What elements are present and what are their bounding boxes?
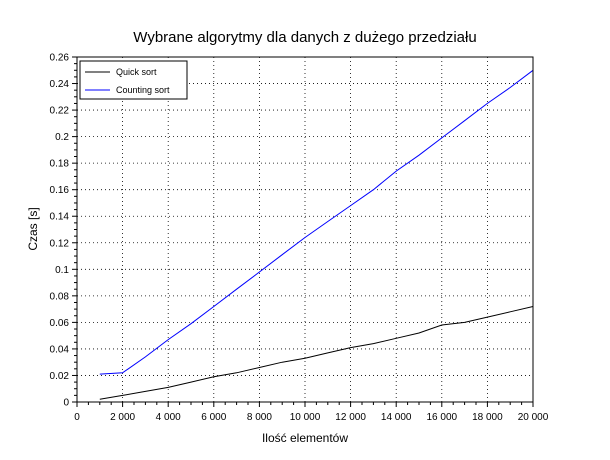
x-tick-label: 14 000 <box>381 412 412 423</box>
legend: Quick sort Counting sort <box>79 60 188 100</box>
x-tick-label: 20 000 <box>518 412 549 423</box>
x-tick-label: 0 <box>74 412 80 423</box>
series-line-quick-sort <box>99 306 534 400</box>
plot-frame <box>76 56 534 403</box>
x-tick-label: 2 000 <box>110 412 135 423</box>
y-tick-label: 0.2 <box>55 132 69 143</box>
y-tick-label: 0.24 <box>50 79 70 90</box>
tick-labels: 0 2 000 4 000 6 000 8 000 10 000 12 000 14 000 1… <box>50 53 549 424</box>
y-tick-label: 0 <box>63 398 69 409</box>
series-line-counting-sort <box>99 69 534 375</box>
y-tick-label: 0.1 <box>55 265 69 276</box>
x-tick-label: 12 000 <box>335 412 366 423</box>
chart-title: Wybrane algorytmy dla danych z dużego pr… <box>133 29 476 46</box>
y-tick-label: 0.12 <box>50 238 70 249</box>
y-tick-label: 0.16 <box>50 185 70 196</box>
x-tick-label: 4 000 <box>156 412 181 423</box>
y-tick-label: 0.26 <box>50 53 70 64</box>
y-tick-label: 0.06 <box>50 318 70 329</box>
legend-label-quick-sort: Quick sort <box>116 67 157 77</box>
x-tick-label: 10 000 <box>290 412 321 423</box>
y-tick-label: 0.18 <box>50 159 70 170</box>
y-tick-label: 0.14 <box>50 212 70 223</box>
x-axis-title: Ilość elementów <box>262 431 348 445</box>
series-lines <box>99 69 534 400</box>
x-tick-label: 16 000 <box>427 412 458 423</box>
legend-box <box>79 60 188 100</box>
x-tick-label: 18 000 <box>472 412 503 423</box>
axis-ticks <box>72 56 534 407</box>
y-tick-label: 0.22 <box>50 106 70 117</box>
y-tick-label: 0.04 <box>50 344 70 355</box>
x-tick-label: 6 000 <box>201 412 226 423</box>
x-tick-label: 8 000 <box>247 412 272 423</box>
y-tick-label: 0.02 <box>50 371 70 382</box>
grid-lines <box>77 57 533 402</box>
y-tick-label: 0.08 <box>50 291 70 302</box>
legend-label-counting-sort: Counting sort <box>116 85 170 95</box>
y-axis-title: Czas [s] <box>26 207 40 250</box>
